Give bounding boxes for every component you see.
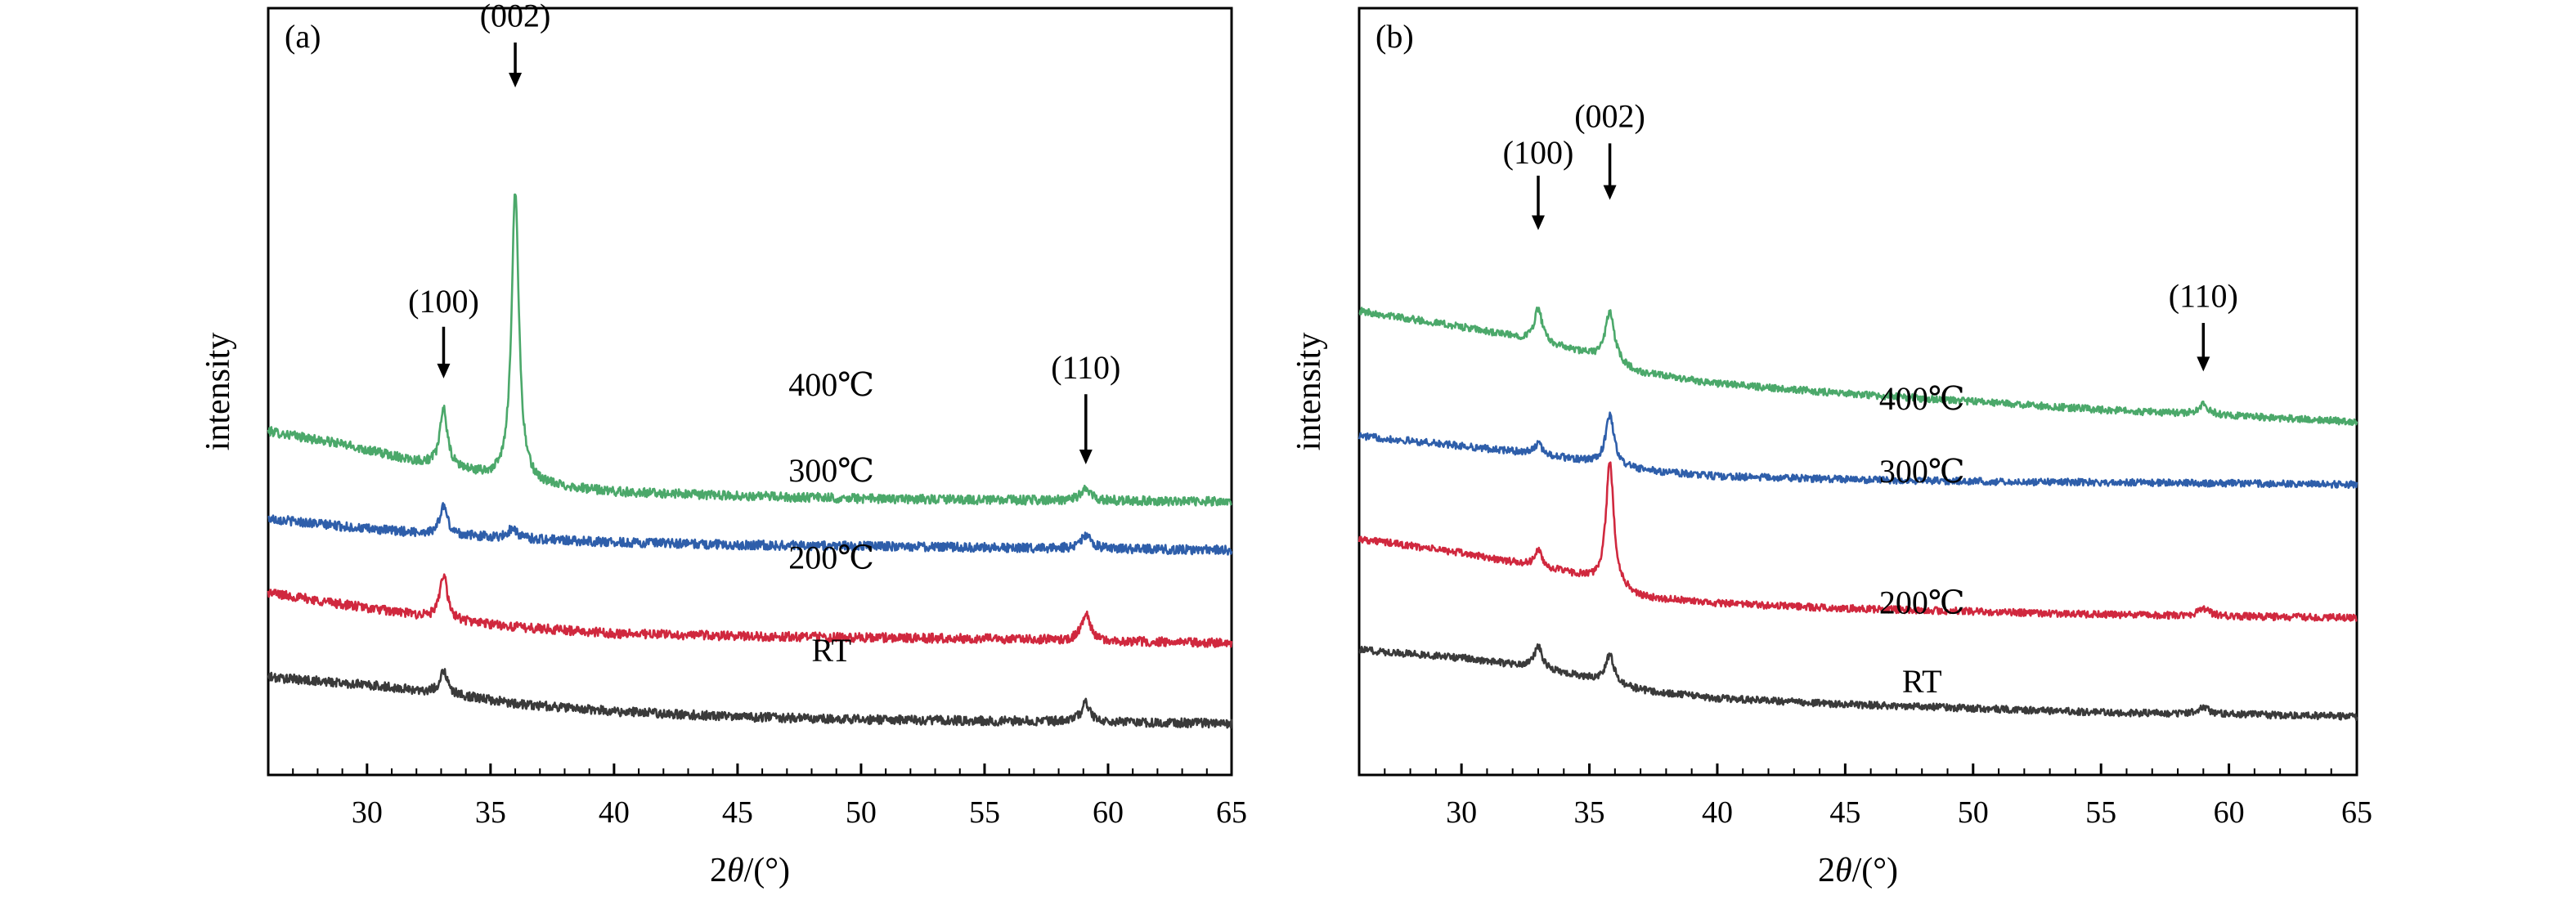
x-axis-title: 2θ/(°)	[1818, 852, 1898, 889]
series-label: 400℃	[788, 366, 874, 403]
panel-label: (a)	[285, 18, 321, 55]
peak-arrow-head	[1079, 449, 1093, 464]
series-label: 300℃	[1879, 453, 1965, 490]
x-tick-label: 30	[1446, 795, 1477, 830]
peak-annotation-label: (002)	[1574, 98, 1645, 135]
series-line	[267, 502, 1233, 556]
peak-arrow-head	[2197, 356, 2210, 372]
series-label: RT	[811, 632, 851, 669]
chart-panel-a: 30 35 40 45 50 55 60 65 2θ/(°) intensity (a) 400℃ 30…	[200, 0, 1247, 889]
peak-annotation-label: (100)	[408, 283, 479, 320]
series-label: 200℃	[788, 540, 874, 576]
x-tick-label: 65	[1216, 795, 1247, 830]
x-tick-label: 50	[1958, 795, 1989, 830]
x-axis-title: 2θ/(°)	[710, 852, 790, 889]
x-tick-label: 55	[2085, 795, 2116, 830]
peak-annotation-label: (100)	[1503, 134, 1574, 171]
chart-panel-b: 30 35 40 45 50 55 60 65 2θ/(°) intensity (b) 400℃ 30…	[1290, 7, 2372, 889]
series-label: 300℃	[788, 452, 874, 489]
plot-frame	[267, 7, 1233, 777]
peak-annotation-label: (110)	[2169, 277, 2238, 314]
series-line	[267, 668, 1233, 729]
peak-arrow-head	[1603, 185, 1617, 200]
series-line	[1358, 461, 2358, 622]
x-tick-label: 35	[475, 795, 506, 830]
peak-annotation-label: (110)	[1051, 349, 1120, 386]
peak-arrow-head	[1531, 215, 1545, 231]
x-tick-label: 60	[1093, 795, 1124, 830]
plot-frame	[1358, 7, 2358, 777]
series-line	[1358, 411, 2358, 490]
y-axis-title: intensity	[1290, 333, 1328, 451]
series-label: 200℃	[1879, 584, 1965, 621]
series-label: 400℃	[1879, 380, 1965, 417]
series-line	[267, 573, 1233, 648]
x-tick-label: 40	[1702, 795, 1733, 830]
series-line	[267, 193, 1232, 507]
x-tick-label: 30	[352, 795, 383, 830]
x-tick-label: 45	[1829, 795, 1860, 830]
series-label: RT	[1902, 663, 1942, 700]
x-tick-label: 40	[599, 795, 630, 830]
peak-arrow-head	[437, 363, 451, 378]
y-axis-title: intensity	[200, 333, 237, 451]
peak-arrow-head	[509, 73, 523, 88]
series-line	[1358, 306, 2358, 427]
x-tick-label: 50	[846, 795, 877, 830]
x-tick-label: 55	[969, 795, 1000, 830]
x-tick-label: 65	[2341, 795, 2372, 830]
x-tick-label: 45	[722, 795, 753, 830]
x-tick-label: 60	[2214, 795, 2245, 830]
panel-label: (b)	[1376, 18, 1414, 55]
x-tick-label: 35	[1574, 795, 1605, 830]
series-line	[1358, 643, 2358, 722]
peak-annotation-label: (002)	[480, 0, 551, 34]
